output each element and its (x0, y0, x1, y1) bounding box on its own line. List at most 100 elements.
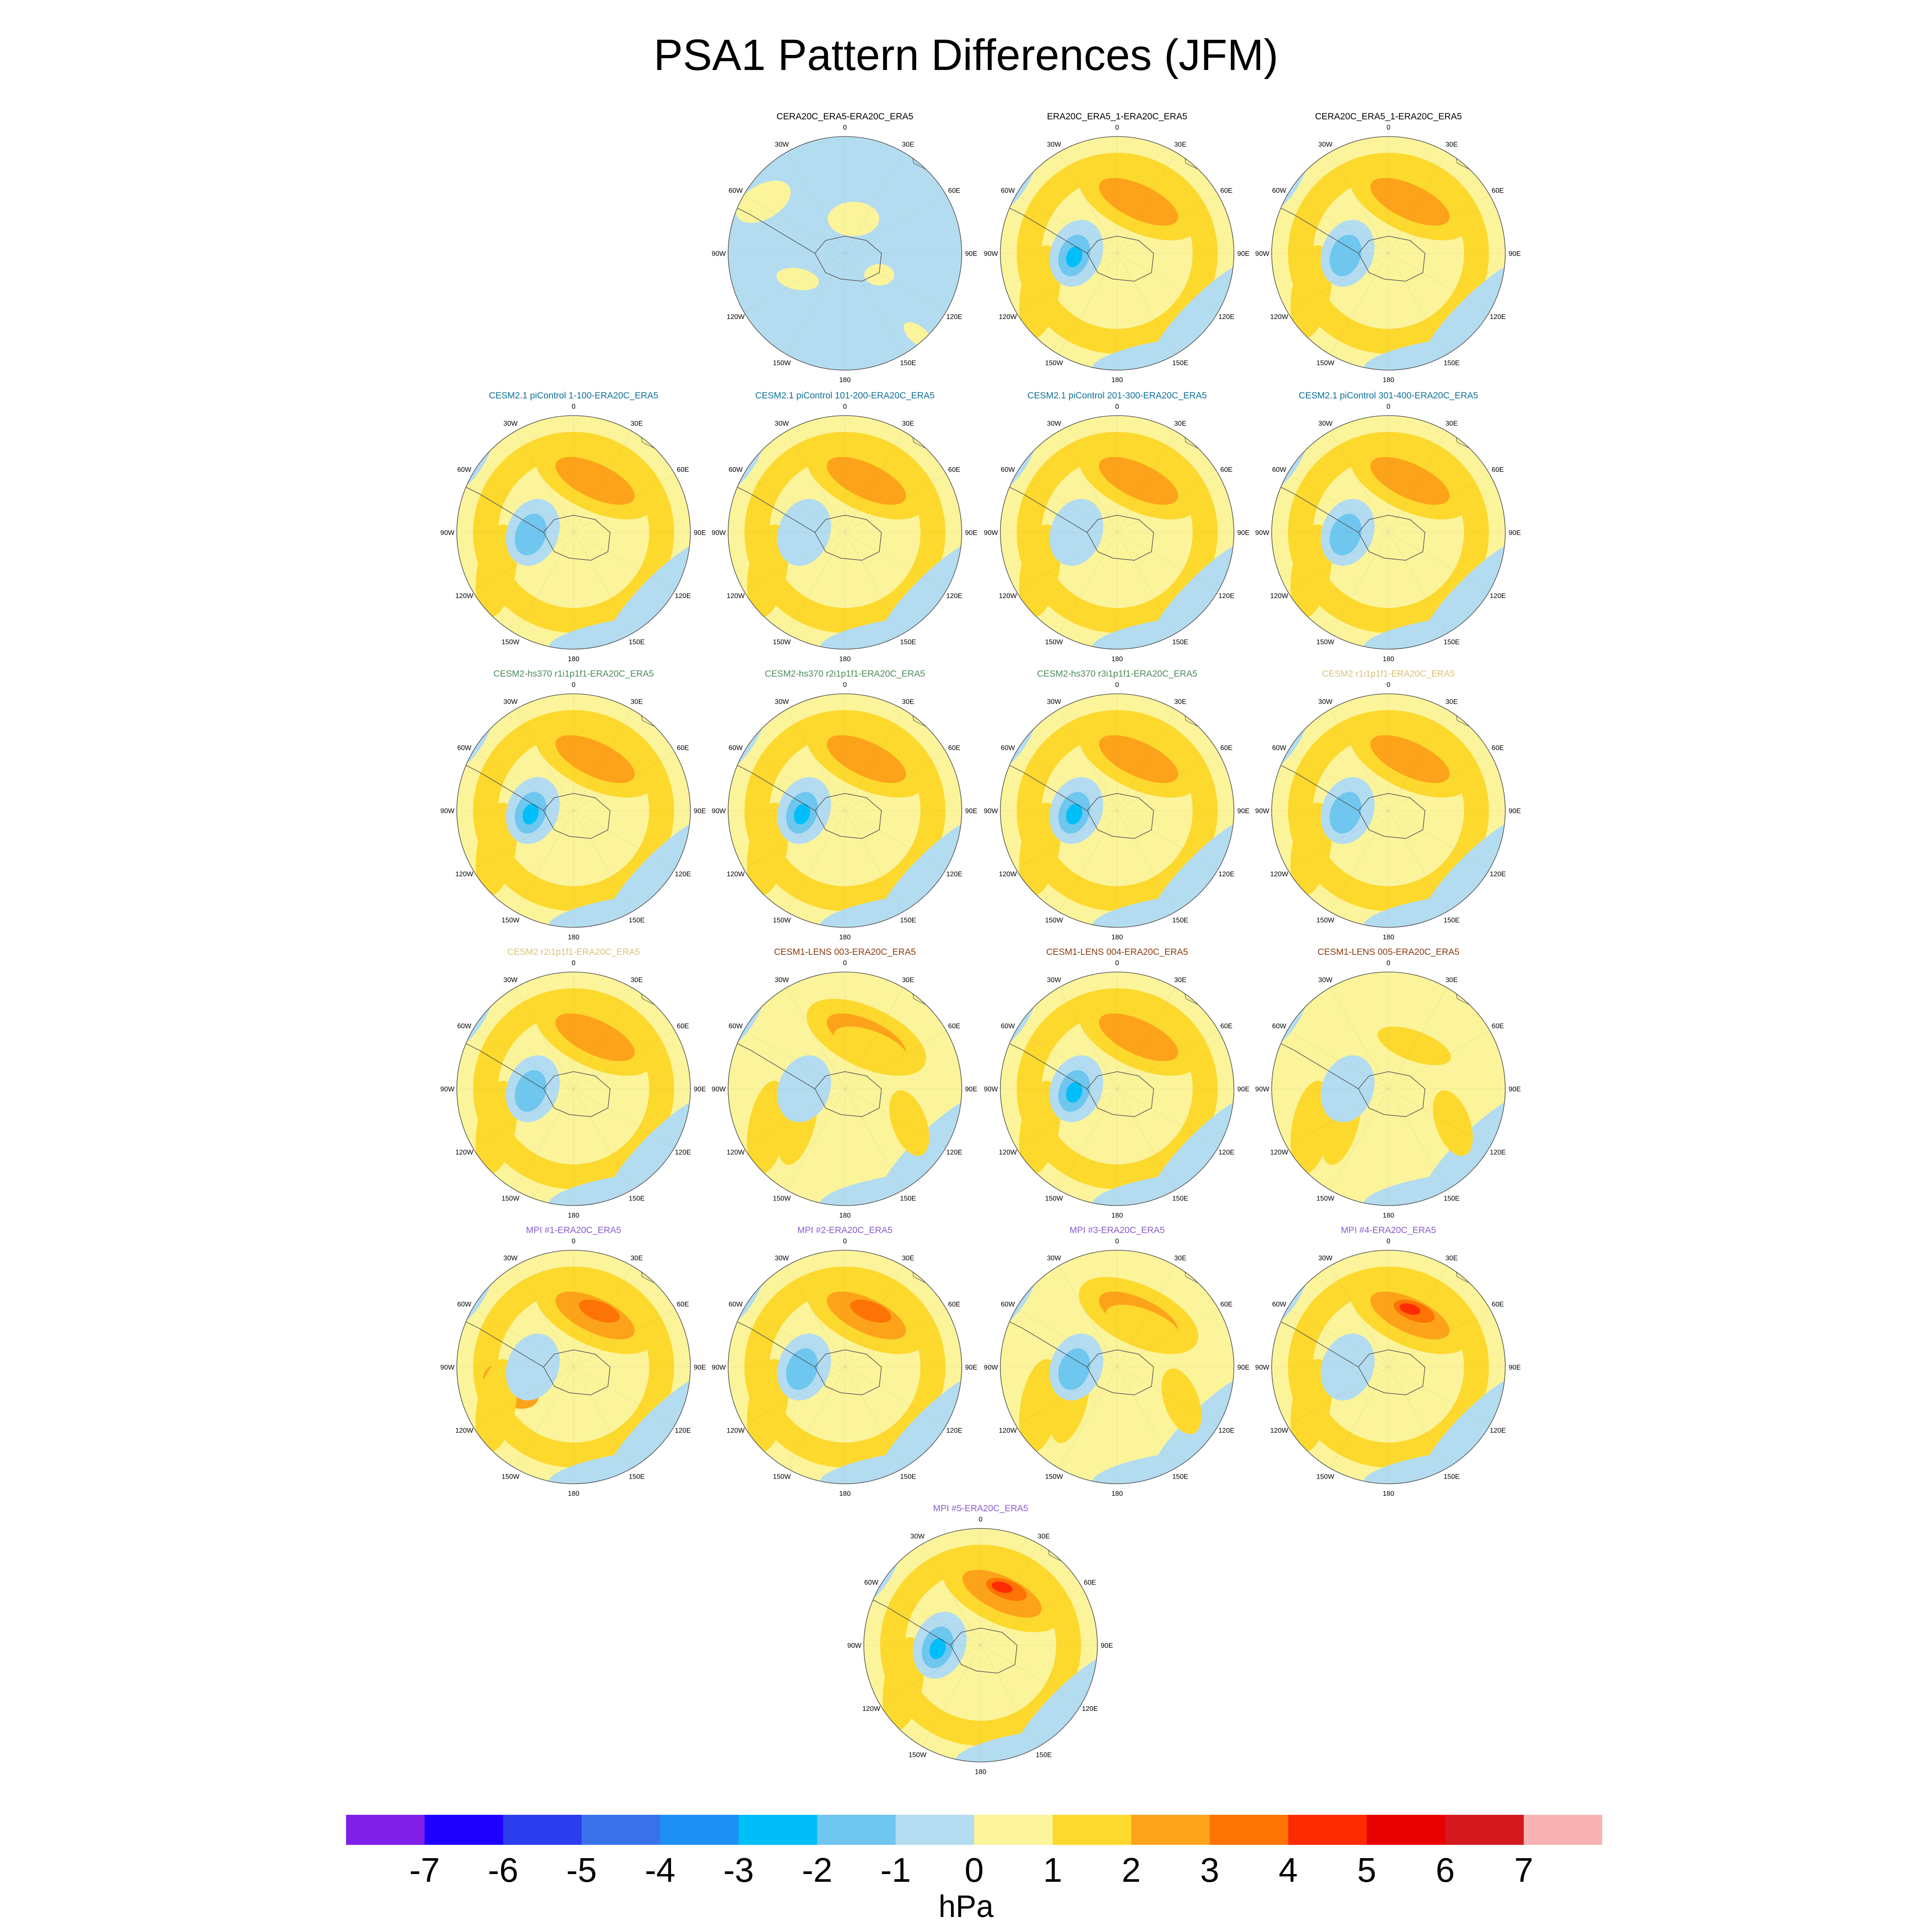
map-boundary (1271, 1250, 1506, 1484)
longitude-label: 180 (1112, 934, 1123, 941)
longitude-label: 120E (1490, 1149, 1506, 1156)
meridian-line (1287, 1367, 1389, 1426)
longitude-label: 120W (456, 1427, 474, 1434)
longitude-label: 90E (694, 808, 706, 815)
longitude-label: 0 (572, 1238, 576, 1245)
longitude-label: 120W (999, 313, 1018, 321)
meridian-line (1117, 474, 1218, 533)
longitude-label: 90W (984, 808, 999, 815)
contour-region (1290, 245, 1332, 339)
coastline (462, 1319, 544, 1367)
colorbar-segment (974, 1815, 1053, 1845)
meridian-line (573, 752, 675, 811)
longitude-label: 60E (1084, 1579, 1096, 1586)
longitude-label: 90E (1509, 529, 1521, 537)
map-panel: MPI #2-ERA20C_ERA5 0 30E 60E 90E 120E 150E 180 1… (708, 1225, 982, 1500)
longitude-label: 60W (1272, 466, 1287, 474)
longitude-label: 120E (1218, 1149, 1234, 1156)
coastline (1358, 236, 1425, 282)
contour-region (1370, 735, 1450, 783)
meridian-line (1058, 253, 1118, 355)
longitude-label: 60W (729, 466, 743, 474)
longitude-label: 150W (773, 1473, 791, 1481)
contour-region (475, 802, 517, 896)
meridian-line (573, 1030, 675, 1089)
meridian-line (1117, 1367, 1176, 1468)
meridian-line (786, 987, 845, 1089)
longitude-label: 120W (727, 1149, 745, 1156)
meridian-line (1058, 1367, 1118, 1468)
contour-region (1290, 1081, 1332, 1174)
contour-region (864, 264, 894, 286)
colorbar-tick-label: 4 (1279, 1851, 1298, 1889)
meridian-line (515, 532, 574, 634)
longitude-label: 0 (572, 403, 576, 410)
longitude-label: 150W (1316, 1473, 1335, 1481)
meridian-line (786, 1367, 845, 1468)
longitude-label: 120E (946, 871, 962, 878)
meridian-line (1388, 532, 1447, 634)
longitude-label: 120W (999, 871, 1018, 878)
longitude-label: 150E (900, 917, 916, 924)
meridian-line (1287, 1088, 1389, 1148)
panel-title: MPI #5-ERA20C_ERA5 (933, 1504, 1028, 1513)
coastline (1276, 206, 1359, 254)
meridian-line (515, 431, 574, 533)
meridian-line (844, 532, 946, 591)
map-panel: CESM2 r2i1p1f1-ERA20C_ERA5 0 30E 60E 90E 120E… (436, 947, 711, 1222)
map-panel: CESM2.1 piControl 301-400-ERA20C_ERA5 0 30… (1251, 391, 1526, 665)
colorbar-segment (581, 1815, 661, 1845)
panel-title: CESM2.1 piControl 301-400-ERA20C_ERA5 (1299, 391, 1478, 401)
longitude-label: 60W (457, 1023, 472, 1030)
longitude-label: 150E (1172, 639, 1188, 646)
panel-title: CESM2.1 piControl 201-300-ERA20C_ERA5 (1027, 391, 1207, 401)
coastline (950, 1628, 1018, 1674)
meridian-line (1058, 810, 1118, 912)
coastline (814, 236, 882, 282)
contour-region (1290, 524, 1332, 618)
meridian-line (1388, 1088, 1490, 1148)
meridian-line (472, 1308, 574, 1367)
longitude-label: 60E (1492, 744, 1504, 752)
longitude-label: 30W (775, 1255, 790, 1262)
longitude-label: 150W (1045, 360, 1063, 367)
meridian-line (980, 1586, 1082, 1646)
longitude-label: 120W (1270, 592, 1289, 600)
meridian-line (844, 810, 904, 912)
longitude-label: 90E (965, 808, 977, 815)
longitude-label: 150E (629, 1195, 644, 1203)
longitude-label: 90W (712, 529, 726, 537)
longitude-label: 30W (775, 698, 790, 705)
longitude-label: 30E (1174, 141, 1186, 148)
meridian-line (515, 1266, 574, 1367)
longitude-label: 120W (727, 592, 745, 600)
map-boundary (728, 972, 962, 1206)
map-boundary (728, 136, 962, 371)
colorbar-segment (896, 1815, 975, 1845)
longitude-label: 120E (675, 592, 691, 600)
contour-region (1019, 1359, 1061, 1452)
meridian-line (744, 1308, 845, 1367)
contour-region (1066, 246, 1082, 267)
longitude-label: 0 (1387, 124, 1391, 131)
longitude-label: 150E (900, 1473, 916, 1481)
longitude-label: 120E (1490, 871, 1506, 878)
meridian-line (573, 987, 632, 1089)
coastline (733, 485, 815, 533)
meridian-line (1388, 1367, 1490, 1426)
colorbar-tick-label: -3 (723, 1851, 754, 1889)
meridian-line (1287, 752, 1389, 811)
map-panel: CESM2.1 piControl 1-100-ERA20C_ERA5 0 30E 6… (436, 391, 711, 665)
contour-region (1329, 792, 1362, 834)
map-boundary (728, 415, 962, 650)
coastline (1276, 485, 1359, 533)
meridian-line (1330, 709, 1389, 811)
longitude-label: 30E (902, 1255, 914, 1262)
longitude-label: 60E (948, 1301, 960, 1308)
meridian-line (879, 1586, 981, 1646)
contour-region (889, 1090, 930, 1156)
panel-title: CERA20C_ERA5-ERA20C_ERA5 (776, 112, 914, 122)
meridian-line (1330, 532, 1389, 634)
map-panel: CESM2-hs370 r3i1p1f1-ERA20C_ERA5 0 30E 60E 9… (980, 669, 1255, 944)
map-panel: CERA20C_ERA5-ERA20C_ERA5 0 30E 60E 90E 120E 15… (708, 112, 982, 386)
